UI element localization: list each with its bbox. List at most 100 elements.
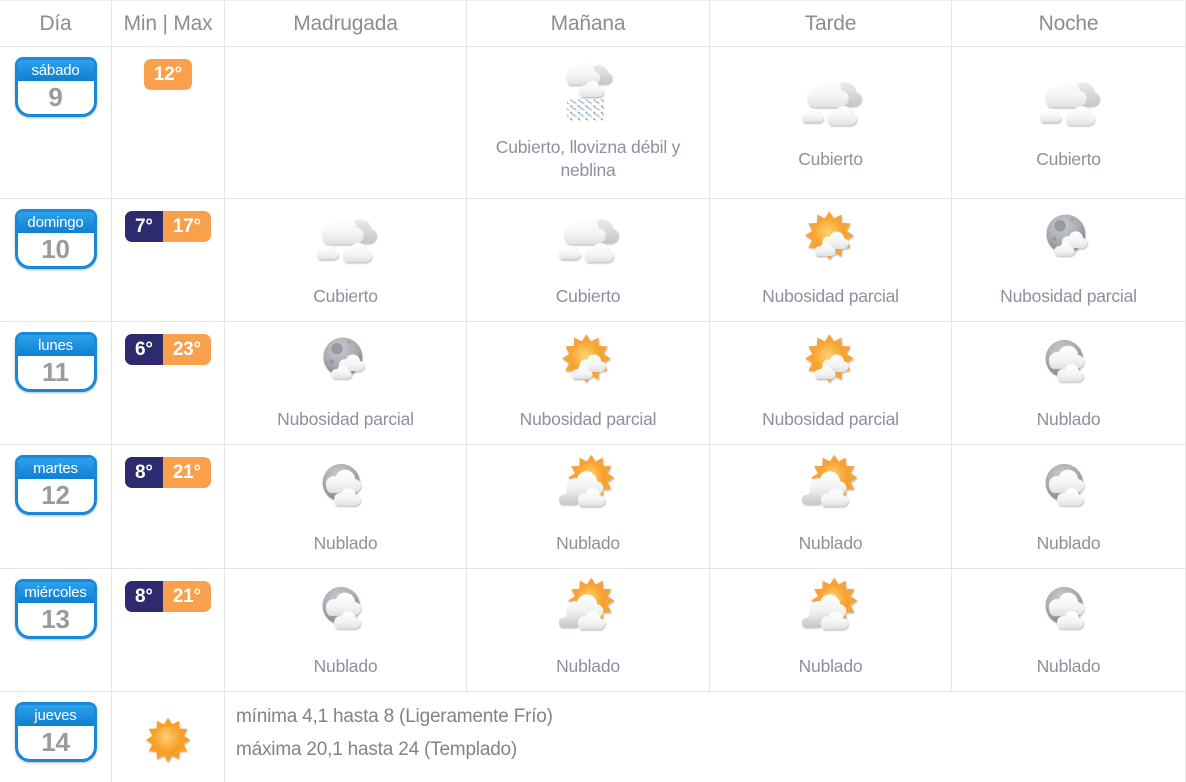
day-name: domingo bbox=[17, 212, 94, 233]
weather-caption: Cubierto, llovizna débil y neblina bbox=[495, 137, 681, 180]
forecast-cell: Cubierto bbox=[467, 199, 710, 322]
forecast-cell: Nublado bbox=[952, 569, 1186, 692]
day-number: 11 bbox=[41, 357, 70, 387]
moon-cloud-icon bbox=[1035, 208, 1103, 276]
header-tarde: Tarde bbox=[710, 1, 952, 47]
min-temp-badge: 8° bbox=[125, 581, 163, 612]
day-number: 14 bbox=[41, 727, 70, 757]
weather-caption: Nublado bbox=[313, 656, 378, 677]
forecast-cell: Nublado bbox=[952, 445, 1186, 569]
moon-clouds-icon bbox=[1035, 331, 1103, 399]
max-temp-badge: 21° bbox=[162, 457, 211, 488]
day-name: lunes bbox=[17, 335, 94, 356]
clouds-icon bbox=[797, 71, 865, 139]
day-cell: miércoles 13 bbox=[0, 569, 112, 692]
forecast-cell: Nubosidad parcial bbox=[710, 322, 952, 445]
header-noche: Noche bbox=[952, 1, 1186, 47]
forecast-cell: Nubosidad parcial bbox=[467, 322, 710, 445]
day-number: 12 bbox=[41, 480, 70, 510]
day-name: jueves bbox=[17, 705, 94, 726]
forecast-cell: Nublado bbox=[952, 322, 1186, 445]
forecast-cell: Cubierto bbox=[952, 47, 1186, 199]
moon-cloud-icon bbox=[312, 331, 380, 399]
summary-text-cell: mínima 4,1 hasta 8 (Ligeramente Frío) má… bbox=[225, 692, 1186, 782]
clouds-icon bbox=[1035, 71, 1103, 139]
day-calendar[interactable]: martes 12 bbox=[14, 455, 97, 515]
moon-clouds-icon bbox=[312, 578, 380, 646]
sun-cloud-icon bbox=[797, 208, 865, 276]
day-number: 9 bbox=[48, 82, 63, 112]
moon-clouds-icon bbox=[1035, 578, 1103, 646]
weather-caption: Nublado bbox=[798, 532, 863, 553]
forecast-cell: Cubierto bbox=[225, 199, 467, 322]
forecast-cell: Nublado bbox=[710, 569, 952, 692]
weather-caption: Nublado bbox=[556, 532, 620, 553]
weather-caption: Cubierto bbox=[313, 286, 378, 307]
forecast-cell: Nubosidad parcial bbox=[710, 199, 952, 322]
temps-cell: 8° 21° bbox=[112, 445, 225, 569]
weather-caption: Nublado bbox=[798, 656, 863, 677]
summary-icon-cell bbox=[112, 692, 225, 782]
day-cell: domingo 10 bbox=[0, 199, 112, 322]
weather-caption: Nubosidad parcial bbox=[277, 409, 414, 430]
sun-icon bbox=[137, 709, 199, 771]
day-number: 10 bbox=[41, 234, 70, 264]
max-temp-badge: 12° bbox=[143, 59, 193, 90]
day-calendar[interactable]: miércoles 13 bbox=[14, 579, 97, 639]
min-temp-badge: 7° bbox=[125, 211, 163, 242]
forecast-cell: Nublado bbox=[225, 569, 467, 692]
max-temp-badge: 21° bbox=[162, 581, 211, 612]
weather-caption: Nublado bbox=[313, 532, 378, 553]
temps-cell: 7° 17° bbox=[112, 199, 225, 322]
temps-cell: 8° 21° bbox=[112, 569, 225, 692]
forecast-cell bbox=[225, 47, 467, 199]
header-madrugada: Madrugada bbox=[225, 1, 467, 47]
sun-cloud-icon bbox=[797, 331, 865, 399]
forecast-cell: Nublado bbox=[225, 445, 467, 569]
weather-caption: Nublado bbox=[556, 656, 620, 677]
clouds-icon bbox=[554, 208, 622, 276]
forecast-cell: Nublado bbox=[710, 445, 952, 569]
sun-clouds-icon bbox=[554, 455, 622, 523]
weather-caption: Cubierto bbox=[555, 286, 621, 307]
sun-clouds-icon bbox=[797, 455, 865, 523]
min-temp-badge: 6° bbox=[125, 334, 163, 365]
day-calendar[interactable]: domingo 10 bbox=[14, 209, 97, 269]
moon-clouds-icon bbox=[312, 455, 380, 523]
sun-clouds-icon bbox=[554, 578, 622, 646]
day-cell: jueves 14 bbox=[0, 692, 112, 782]
weather-caption: Nubosidad parcial bbox=[762, 409, 899, 430]
day-name: miércoles bbox=[17, 582, 94, 603]
forecast-cell: Nubosidad parcial bbox=[952, 199, 1186, 322]
weather-caption: Cubierto bbox=[1036, 148, 1101, 169]
summary-max-line: máxima 20,1 hasta 24 (Templado) bbox=[236, 738, 518, 760]
day-calendar[interactable]: lunes 11 bbox=[14, 332, 97, 392]
sun-cloud-icon bbox=[554, 331, 622, 399]
header-min-max: Min | Max bbox=[112, 1, 225, 47]
day-name: martes bbox=[17, 458, 94, 479]
clouds-drizzle-icon bbox=[554, 59, 622, 127]
header-manana: Mañana bbox=[467, 1, 710, 47]
forecast-cell: Nublado bbox=[467, 569, 710, 692]
forecast-cell: Cubierto bbox=[710, 47, 952, 199]
header-day: Día bbox=[0, 1, 112, 47]
forecast-cell: Nubosidad parcial bbox=[225, 322, 467, 445]
summary-min-line: mínima 4,1 hasta 8 (Ligeramente Frío) bbox=[236, 706, 553, 727]
day-cell: lunes 11 bbox=[0, 322, 112, 445]
day-cell: sábado 9 bbox=[0, 47, 112, 199]
min-temp-badge: 8° bbox=[125, 457, 163, 488]
max-temp-badge: 23° bbox=[162, 334, 211, 365]
weather-caption: Cubierto bbox=[798, 148, 863, 169]
moon-clouds-icon bbox=[1035, 455, 1103, 523]
weather-caption: Nublado bbox=[1036, 532, 1101, 553]
clouds-icon bbox=[312, 208, 380, 276]
forecast-cell: Nublado bbox=[467, 445, 710, 569]
forecast-cell: Cubierto, llovizna débil y neblina bbox=[467, 47, 710, 199]
day-calendar[interactable]: sábado 9 bbox=[14, 57, 97, 117]
day-cell: martes 12 bbox=[0, 445, 112, 569]
day-calendar[interactable]: jueves 14 bbox=[14, 702, 97, 762]
weather-caption: Nubosidad parcial bbox=[762, 286, 899, 307]
weather-caption: Nubosidad parcial bbox=[519, 409, 657, 430]
